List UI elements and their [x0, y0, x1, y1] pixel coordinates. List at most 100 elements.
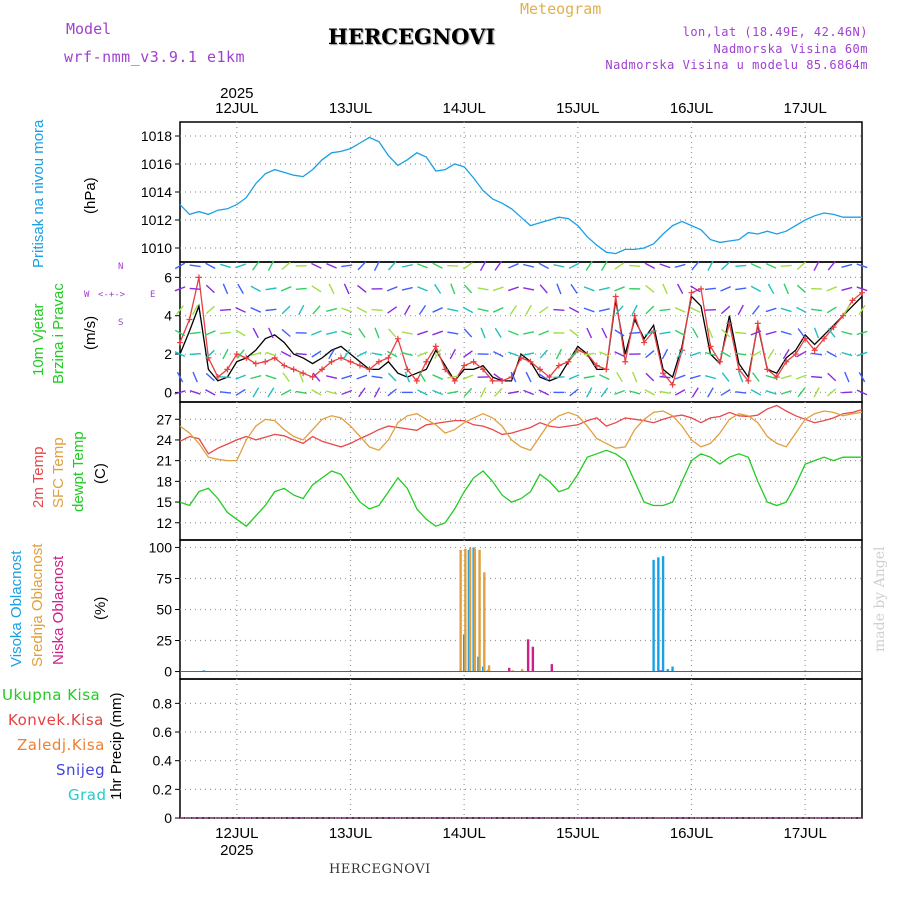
wind-arrow-252: [507, 286, 519, 292]
compass-n-label: N: [118, 262, 124, 272]
wind-arrow-59: [371, 375, 383, 379]
wind-arrow-118: [569, 349, 579, 359]
wind-arrow-154: [417, 330, 428, 336]
wind-arrow-33: [674, 389, 686, 396]
wind-arrow-255: [556, 283, 562, 295]
wind-arrow-213: [615, 305, 624, 315]
wind-gust-point-37: [527, 358, 534, 365]
wind-arrow-276: [174, 262, 186, 270]
wind-arrow-230: [174, 286, 186, 292]
wind-arrow-3: [219, 391, 231, 394]
precip-ylabel: 1hr Precip (mm): [108, 692, 125, 800]
wind-arrow-283: [281, 261, 291, 270]
precip-frame: [179, 678, 863, 819]
wind-gust-point-41: [565, 358, 572, 365]
wind-arrow-180: [813, 327, 820, 339]
wind-arrow-214: [631, 304, 638, 316]
cloud-ytick-label-4: 100: [149, 539, 173, 555]
pressure-unit: (hPa): [82, 177, 99, 214]
wind-arrow-259: [614, 286, 625, 292]
wind-arrow-205: [492, 307, 504, 313]
wind-arrow-153: [401, 331, 413, 335]
wind-gust-point-6: [233, 351, 240, 358]
cloud-series-1-bar-8: [521, 669, 524, 672]
wind-gust-point-66: [802, 335, 809, 342]
wind-arrow-298: [508, 263, 519, 269]
wind-arrow-152: [388, 328, 397, 338]
wind-arrow-9: [311, 389, 322, 396]
cloud-series-2-bar-1: [526, 639, 530, 672]
wind-arrow-38: [750, 389, 762, 396]
wind-arrow-46: [176, 371, 184, 383]
wind-arrow-61: [404, 371, 411, 383]
cloud-series-1-bar-0: [459, 549, 462, 672]
wind-arrow-301: [553, 264, 565, 268]
wind-arrow-71: [553, 376, 565, 379]
cloud-series-1-bar-3: [473, 548, 477, 672]
wind-arrow-265: [704, 287, 716, 291]
wind-arrow-70: [538, 373, 549, 381]
wind-arrow-184: [176, 305, 184, 315]
wind-arrow-318: [813, 260, 820, 272]
wind-arrow-164: [569, 329, 579, 337]
precip-ytick-label-4: 0.8: [153, 695, 173, 711]
bottom-day-label-1: 13JUL: [329, 825, 372, 842]
cloud-ytick-label-0: 0: [164, 664, 172, 680]
wind-arrow-60: [387, 372, 397, 382]
wind-arrow-275: [856, 286, 868, 292]
wind-arrow-221: [737, 304, 744, 316]
wind-arrow-278: [205, 262, 216, 270]
wind-arrow-185: [191, 304, 199, 316]
wind-arrow-287: [341, 264, 353, 268]
cloud-series-1-bar-2: [468, 547, 472, 672]
wind-arrow-12: [358, 387, 366, 398]
wind-arrow-73: [583, 375, 595, 379]
wind-gust-point-11: [281, 362, 288, 369]
wind-arrow-237: [280, 286, 292, 292]
high-cloud-ylabel: Visoka Oblacnost: [8, 550, 25, 667]
wind-arrow-234: [237, 283, 244, 294]
wind-arrow-245: [401, 286, 413, 291]
wind-gust-point-61: [754, 320, 761, 327]
wind-gust-point-59: [735, 366, 742, 373]
cloud-series-2-bar-0: [507, 667, 511, 672]
wind-arrow-83: [738, 371, 744, 383]
cloud-series-1-bar-4: [478, 549, 481, 672]
wind-arrow-190: [265, 308, 277, 312]
low-cloud-ylabel: Niska Oblacnost: [50, 555, 67, 665]
precip-ytick-label-3: 0.6: [153, 724, 173, 740]
wind-arrow-31: [644, 389, 656, 396]
wind-arrow-22: [507, 390, 519, 395]
footer-title: HERCEGNOVI: [329, 862, 431, 877]
wind-arrow-166: [601, 327, 608, 339]
wind-arrow-50: [235, 374, 246, 380]
cloud-unit: (%): [92, 596, 109, 620]
wind-gust-point-13: [300, 370, 307, 377]
wind-arrow-129: [735, 352, 747, 356]
wind-arrow-211: [583, 307, 595, 313]
wind-gust-point-0: [177, 339, 183, 346]
cloud-series-1-bar-7: [511, 670, 514, 672]
temperature-ytick-label-1: 15: [156, 494, 172, 510]
mid-cloud-ylabel: Srednja Oblacnost: [29, 543, 46, 667]
legend-snow: Snijeg: [56, 761, 106, 779]
wind-arrow-111: [463, 350, 473, 358]
wind-arrow-174: [721, 328, 731, 338]
wind-arrow-147: [311, 330, 322, 336]
wind-arrow-138: [174, 329, 186, 337]
wind-arrow-216: [659, 308, 671, 312]
wind-arrow-65: [462, 374, 474, 380]
pressure-ytick-label-0: 1010: [141, 240, 172, 256]
wind-arrow-100: [295, 352, 307, 356]
wind-arrow-223: [765, 307, 777, 313]
wind-arrow-268: [750, 285, 762, 293]
wind-arrow-11: [341, 389, 353, 396]
top-day-label-3: 15JUL: [556, 100, 599, 117]
wind-arrow-235: [250, 285, 261, 293]
wind-arrow-158: [480, 327, 486, 339]
wind-arrow-124: [661, 348, 669, 360]
wind-arrow-269: [767, 283, 775, 295]
wind-arrow-16: [417, 389, 428, 396]
compass-s-label: S: [118, 318, 124, 328]
top-day-label-4: 16JUL: [670, 100, 713, 117]
